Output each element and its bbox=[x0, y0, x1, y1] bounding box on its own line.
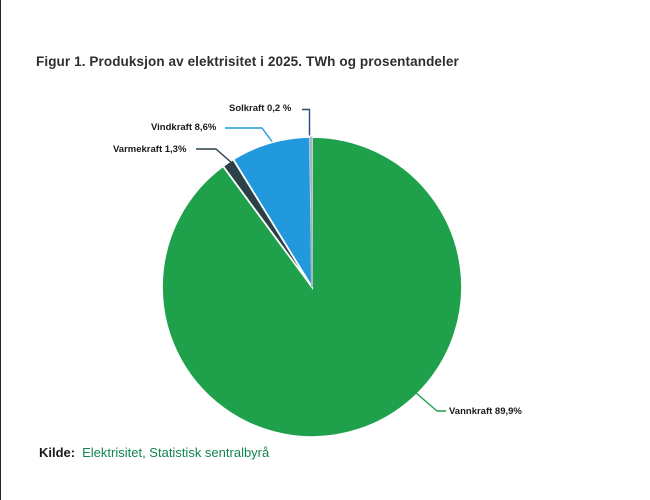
pie-label-varmekraft: Varmekraft 1,3% bbox=[113, 144, 187, 155]
pie-slice-solkraft-sliver bbox=[310, 136, 313, 288]
callout-line-varmekraft bbox=[196, 148, 233, 165]
source-link[interactable]: Elektrisitet, Statistisk sentralbyrå bbox=[82, 445, 270, 460]
source-label: Kilde: bbox=[39, 445, 76, 460]
pie-label-solkraft: Solkraft 0,2 % bbox=[229, 103, 292, 114]
callout-line-solkraft bbox=[302, 108, 311, 136]
source-line: Kilde: Elektrisitet, Statistisk sentralby… bbox=[39, 445, 269, 460]
pie-label-vindkraft: Vindkraft 8,6% bbox=[151, 122, 217, 133]
callout-line-vindkraft bbox=[225, 127, 273, 142]
page-title: Figur 1. Produksjon av elektrisitet i 20… bbox=[36, 54, 459, 69]
pie-label-vannkraft: Vannkraft 89,9% bbox=[449, 406, 522, 417]
callout-line-vannkraft bbox=[415, 391, 446, 412]
